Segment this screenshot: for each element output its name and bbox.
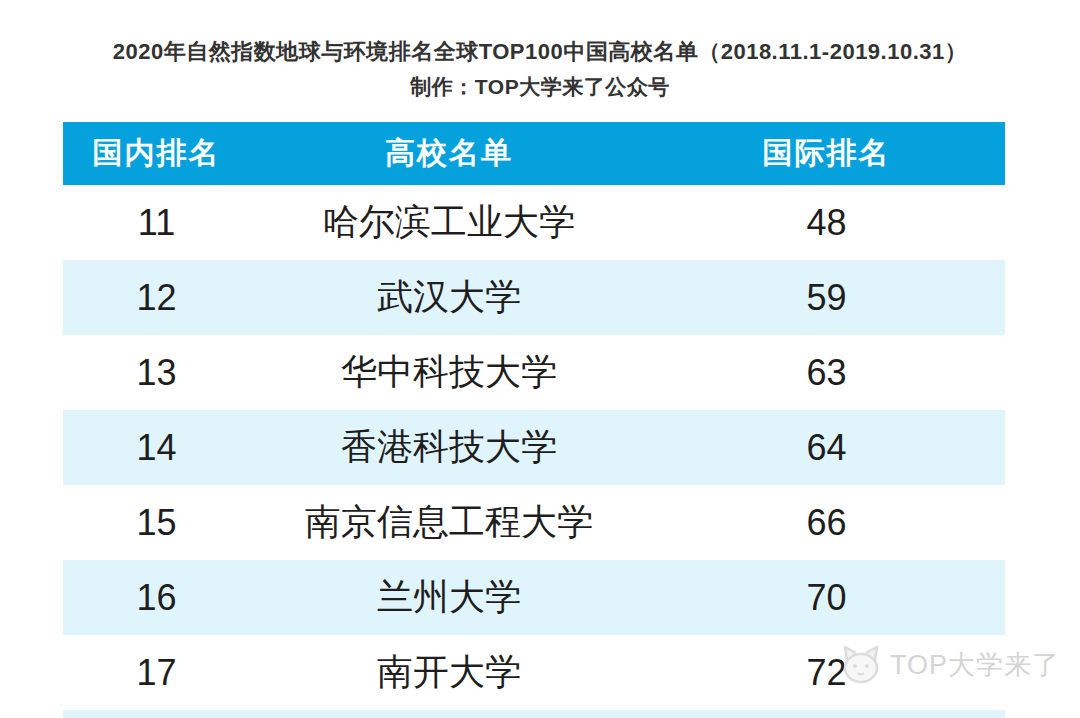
domestic-rank-cell: 13 bbox=[63, 335, 250, 410]
header-international-rank: 国际排名 bbox=[648, 122, 1005, 185]
header-university: 高校名单 bbox=[250, 122, 648, 185]
table-row: 16 兰州大学 70 bbox=[63, 560, 1005, 635]
university-name-cell: 哈尔滨工业大学 bbox=[250, 185, 648, 260]
ranking-table: 国内排名 高校名单 国际排名 11 哈尔滨工业大学 48 12 武汉大学 59 … bbox=[63, 122, 1005, 718]
page-subtitle: 制作：TOP大学来了公众号 bbox=[0, 72, 1080, 102]
international-rank-cell: 59 bbox=[648, 260, 1005, 335]
international-rank-cell: 63 bbox=[648, 335, 1005, 410]
university-name-cell: 兰州大学 bbox=[250, 560, 648, 635]
header-domestic-rank: 国内排名 bbox=[63, 122, 250, 185]
international-rank-cell: 48 bbox=[648, 185, 1005, 260]
table-row: 17 南开大学 72 bbox=[63, 635, 1005, 710]
table-row: 14 香港科技大学 64 bbox=[63, 410, 1005, 485]
domestic-rank-cell: 14 bbox=[63, 410, 250, 485]
domestic-rank-cell: 17 bbox=[63, 635, 250, 710]
title-block: 2020年自然指数地球与环境排名全球TOP100中国高校名单（2018.11.1… bbox=[0, 36, 1080, 102]
university-name-cell: 南京信息工程大学 bbox=[250, 485, 648, 560]
university-name-cell: 武汉大学 bbox=[250, 260, 648, 335]
table-row: 11 哈尔滨工业大学 48 bbox=[63, 185, 1005, 260]
next-row-partial bbox=[63, 710, 1005, 718]
international-rank-cell: 70 bbox=[648, 560, 1005, 635]
university-name-cell: 华中科技大学 bbox=[250, 335, 648, 410]
table-header-row: 国内排名 高校名单 国际排名 bbox=[63, 122, 1005, 185]
table-row: 13 华中科技大学 63 bbox=[63, 335, 1005, 410]
domestic-rank-cell: 16 bbox=[63, 560, 250, 635]
domestic-rank-cell: 12 bbox=[63, 260, 250, 335]
domestic-rank-cell: 11 bbox=[63, 185, 250, 260]
university-name-cell: 香港科技大学 bbox=[250, 410, 648, 485]
international-rank-cell: 72 bbox=[648, 635, 1005, 710]
table-row: 15 南京信息工程大学 66 bbox=[63, 485, 1005, 560]
domestic-rank-cell: 15 bbox=[63, 485, 250, 560]
table-row: 12 武汉大学 59 bbox=[63, 260, 1005, 335]
international-rank-cell: 66 bbox=[648, 485, 1005, 560]
infographic-table-page: 2020年自然指数地球与环境排名全球TOP100中国高校名单（2018.11.1… bbox=[0, 0, 1080, 718]
international-rank-cell: 64 bbox=[648, 410, 1005, 485]
page-title: 2020年自然指数地球与环境排名全球TOP100中国高校名单（2018.11.1… bbox=[0, 36, 1080, 68]
university-name-cell: 南开大学 bbox=[250, 635, 648, 710]
